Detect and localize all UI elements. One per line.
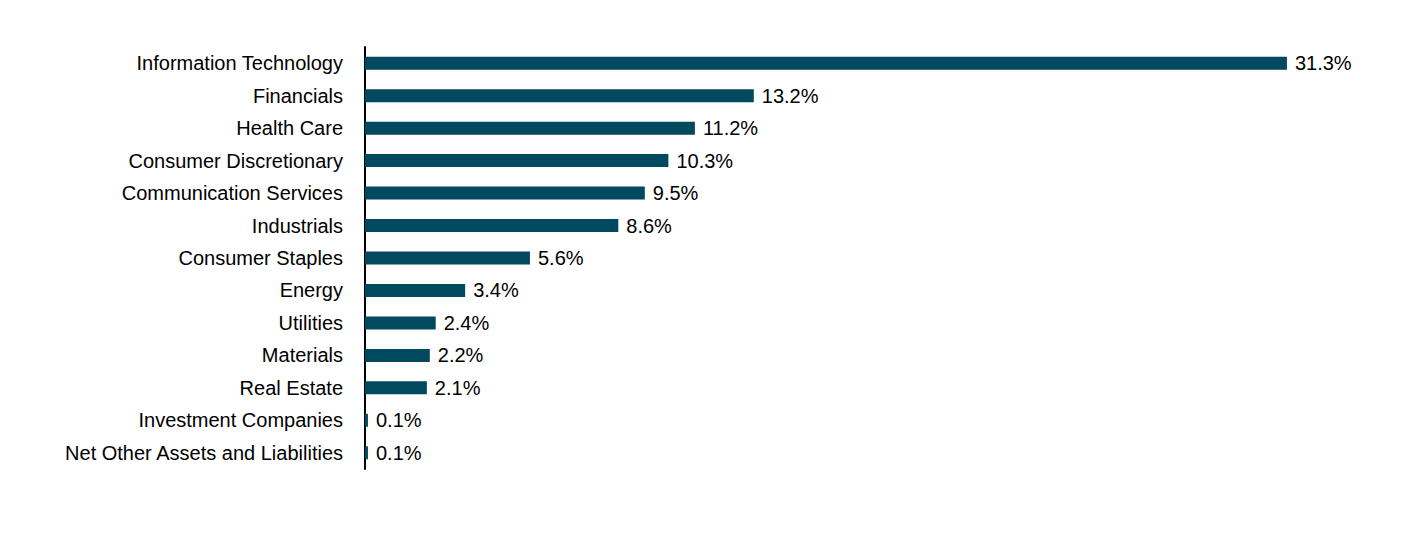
svg-text:Utilities: Utilities — [279, 312, 343, 334]
svg-text:Financials: Financials — [253, 85, 343, 107]
svg-text:10.3%: 10.3% — [676, 150, 733, 172]
svg-text:3.4%: 3.4% — [473, 279, 519, 301]
svg-text:Real Estate: Real Estate — [240, 377, 343, 399]
svg-text:31.3%: 31.3% — [1295, 52, 1352, 74]
svg-text:0.1%: 0.1% — [376, 442, 422, 464]
svg-text:Investment Companies: Investment Companies — [138, 409, 343, 431]
svg-text:Materials: Materials — [262, 344, 343, 366]
svg-text:13.2%: 13.2% — [762, 85, 819, 107]
svg-text:11.2%: 11.2% — [703, 117, 758, 139]
svg-text:Health Care: Health Care — [236, 117, 343, 139]
svg-text:2.4%: 2.4% — [444, 312, 490, 334]
svg-text:8.6%: 8.6% — [626, 215, 672, 237]
svg-text:Net Other Assets and Liabiliti: Net Other Assets and Liabilities — [65, 442, 343, 464]
svg-text:Information Technology: Information Technology — [137, 52, 343, 74]
svg-text:9.5%: 9.5% — [653, 182, 699, 204]
svg-text:2.2%: 2.2% — [438, 344, 484, 366]
svg-text:Communication Services: Communication Services — [122, 182, 343, 204]
svg-text:0.1%: 0.1% — [376, 409, 422, 431]
svg-text:Energy: Energy — [280, 279, 343, 301]
svg-text:Consumer Staples: Consumer Staples — [178, 247, 343, 269]
svg-text:Industrials: Industrials — [252, 215, 343, 237]
svg-text:2.1%: 2.1% — [435, 377, 481, 399]
svg-text:5.6%: 5.6% — [538, 247, 584, 269]
svg-text:Consumer Discretionary: Consumer Discretionary — [128, 150, 343, 172]
